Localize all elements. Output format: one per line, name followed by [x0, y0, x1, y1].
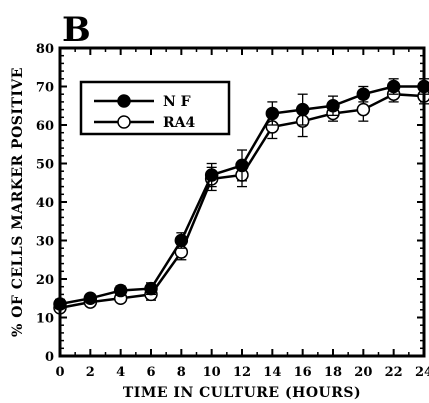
data-point-nf — [356, 87, 371, 101]
x-tick-label: 20 — [354, 365, 372, 380]
legend-label-ra4: RA4 — [163, 115, 195, 131]
x-tick-label: 16 — [294, 365, 312, 380]
y-tick-label: 60 — [36, 119, 54, 134]
y-tick-label: 0 — [45, 350, 54, 365]
x-tick-label: 8 — [177, 365, 186, 380]
data-point-nf — [386, 79, 401, 94]
y-tick-label: 30 — [36, 235, 54, 250]
data-point-nf — [326, 99, 340, 113]
y-tick-label: 80 — [36, 42, 54, 57]
data-point-nf — [235, 158, 249, 173]
y-tick-label: 10 — [36, 312, 54, 327]
data-point-nf — [265, 106, 280, 121]
data-point-nf — [204, 168, 219, 182]
x-tick-label: 6 — [146, 365, 155, 380]
y-tick-label: 40 — [36, 196, 54, 211]
x-tick-label: 10 — [203, 365, 221, 380]
x-tick-label: 0 — [55, 365, 64, 380]
y-tick-label: 70 — [36, 81, 54, 96]
legend-label-nf: N F — [163, 94, 191, 110]
legend-item-nf: N F — [94, 94, 191, 110]
legend-marker-nf — [117, 94, 131, 108]
legend-item-ra4: RA4 — [94, 115, 195, 131]
x-tick-label: 14 — [263, 365, 281, 380]
legend-marker-ra4 — [117, 115, 131, 129]
plot-frame — [58, 46, 426, 358]
data-point-ra4 — [356, 102, 371, 117]
legend: N F RA4 — [79, 80, 231, 136]
legend-box — [79, 80, 231, 136]
y-tick-label: 50 — [36, 158, 54, 173]
data-point-nf — [113, 283, 128, 298]
data-point-nf — [295, 102, 310, 117]
data-point-nf — [83, 291, 98, 305]
x-tick-label: 22 — [385, 365, 403, 380]
y-axis-ticks: 0 10 20 30 40 50 60 70 80 — [36, 42, 424, 365]
x-tick-label: 2 — [86, 365, 95, 380]
data-point-nf — [144, 281, 158, 296]
x-axis-title: TIME IN CULTURE (HOURS) — [123, 385, 361, 401]
panel-letter: B — [62, 10, 91, 50]
series-nf — [53, 78, 429, 311]
x-tick-label: 12 — [233, 365, 251, 380]
x-tick-label: 4 — [116, 365, 125, 380]
series-layer — [53, 78, 429, 315]
x-tick-label: 24 — [415, 365, 429, 380]
x-tick-label: 18 — [324, 365, 342, 380]
data-point-nf — [174, 233, 189, 248]
y-axis-title: % OF CELLS MARKER POSITIVE — [10, 67, 26, 337]
y-tick-label: 20 — [36, 273, 54, 288]
